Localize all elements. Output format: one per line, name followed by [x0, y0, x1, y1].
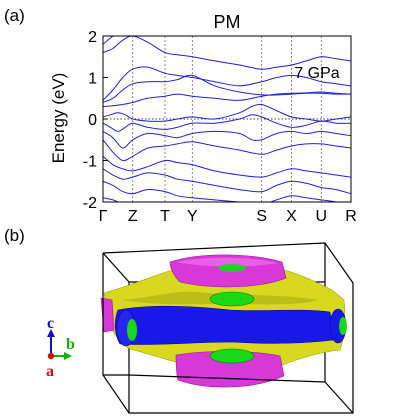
- panel-b-label: (b): [4, 226, 25, 245]
- band-9: [103, 139, 351, 162]
- fs-sheet-magenta-top-edge: [176, 257, 278, 267]
- y-axis-label: Energy (eV): [49, 73, 68, 164]
- panel-a-label: (a): [4, 6, 25, 25]
- band-12: [103, 180, 339, 202]
- x-tick-label: Z: [128, 208, 138, 225]
- y-tick-label: 0: [88, 112, 97, 129]
- x-tick-label: R: [345, 208, 357, 225]
- band-13: [103, 197, 156, 202]
- band-7: [103, 114, 351, 132]
- y-tick-label: -2: [83, 195, 97, 212]
- bz-box-front: [102, 242, 354, 414]
- band-6: [103, 103, 351, 122]
- plot-frame: [102, 35, 352, 203]
- fs-sheet-green-left: [127, 319, 137, 341]
- chart-title: PM: [214, 12, 241, 32]
- x-tick-label: X: [286, 208, 297, 225]
- axis-b-label: b: [66, 336, 75, 353]
- band-5: [103, 91, 351, 107]
- fs-sheet-green-top: [209, 291, 255, 307]
- y-tick-label: 1: [88, 71, 97, 88]
- fs-sheet-green-top2: [218, 264, 246, 272]
- x-tick-label: T: [160, 208, 170, 225]
- fs-sheet-green-bottom: [209, 348, 255, 364]
- crystal-axes-indicator: c b a: [46, 315, 75, 380]
- x-tick-label: U: [315, 208, 327, 225]
- band-3: [103, 66, 351, 101]
- x-tick-label: Γ: [99, 208, 108, 225]
- x-tick-label: Y: [187, 208, 198, 225]
- y-tick-label: -1: [83, 154, 97, 171]
- fs-sheet-green-right: [339, 317, 347, 335]
- band-lines: [103, 36, 351, 202]
- band-10: [103, 155, 351, 178]
- fermi-surface: [100, 242, 354, 414]
- axis-c-label: c: [47, 315, 54, 332]
- axis-a-label: a: [46, 363, 54, 380]
- fs-sheet-blue: [114, 305, 335, 345]
- band-11: [103, 168, 351, 195]
- y-tick-label: 2: [88, 29, 97, 46]
- pressure-annotation: 7 GPa: [294, 65, 339, 82]
- band-8: [103, 130, 351, 149]
- band-4: [103, 74, 351, 103]
- x-tick-label: S: [256, 208, 267, 225]
- y-ticks: -2 -1 0 1 2: [83, 29, 108, 212]
